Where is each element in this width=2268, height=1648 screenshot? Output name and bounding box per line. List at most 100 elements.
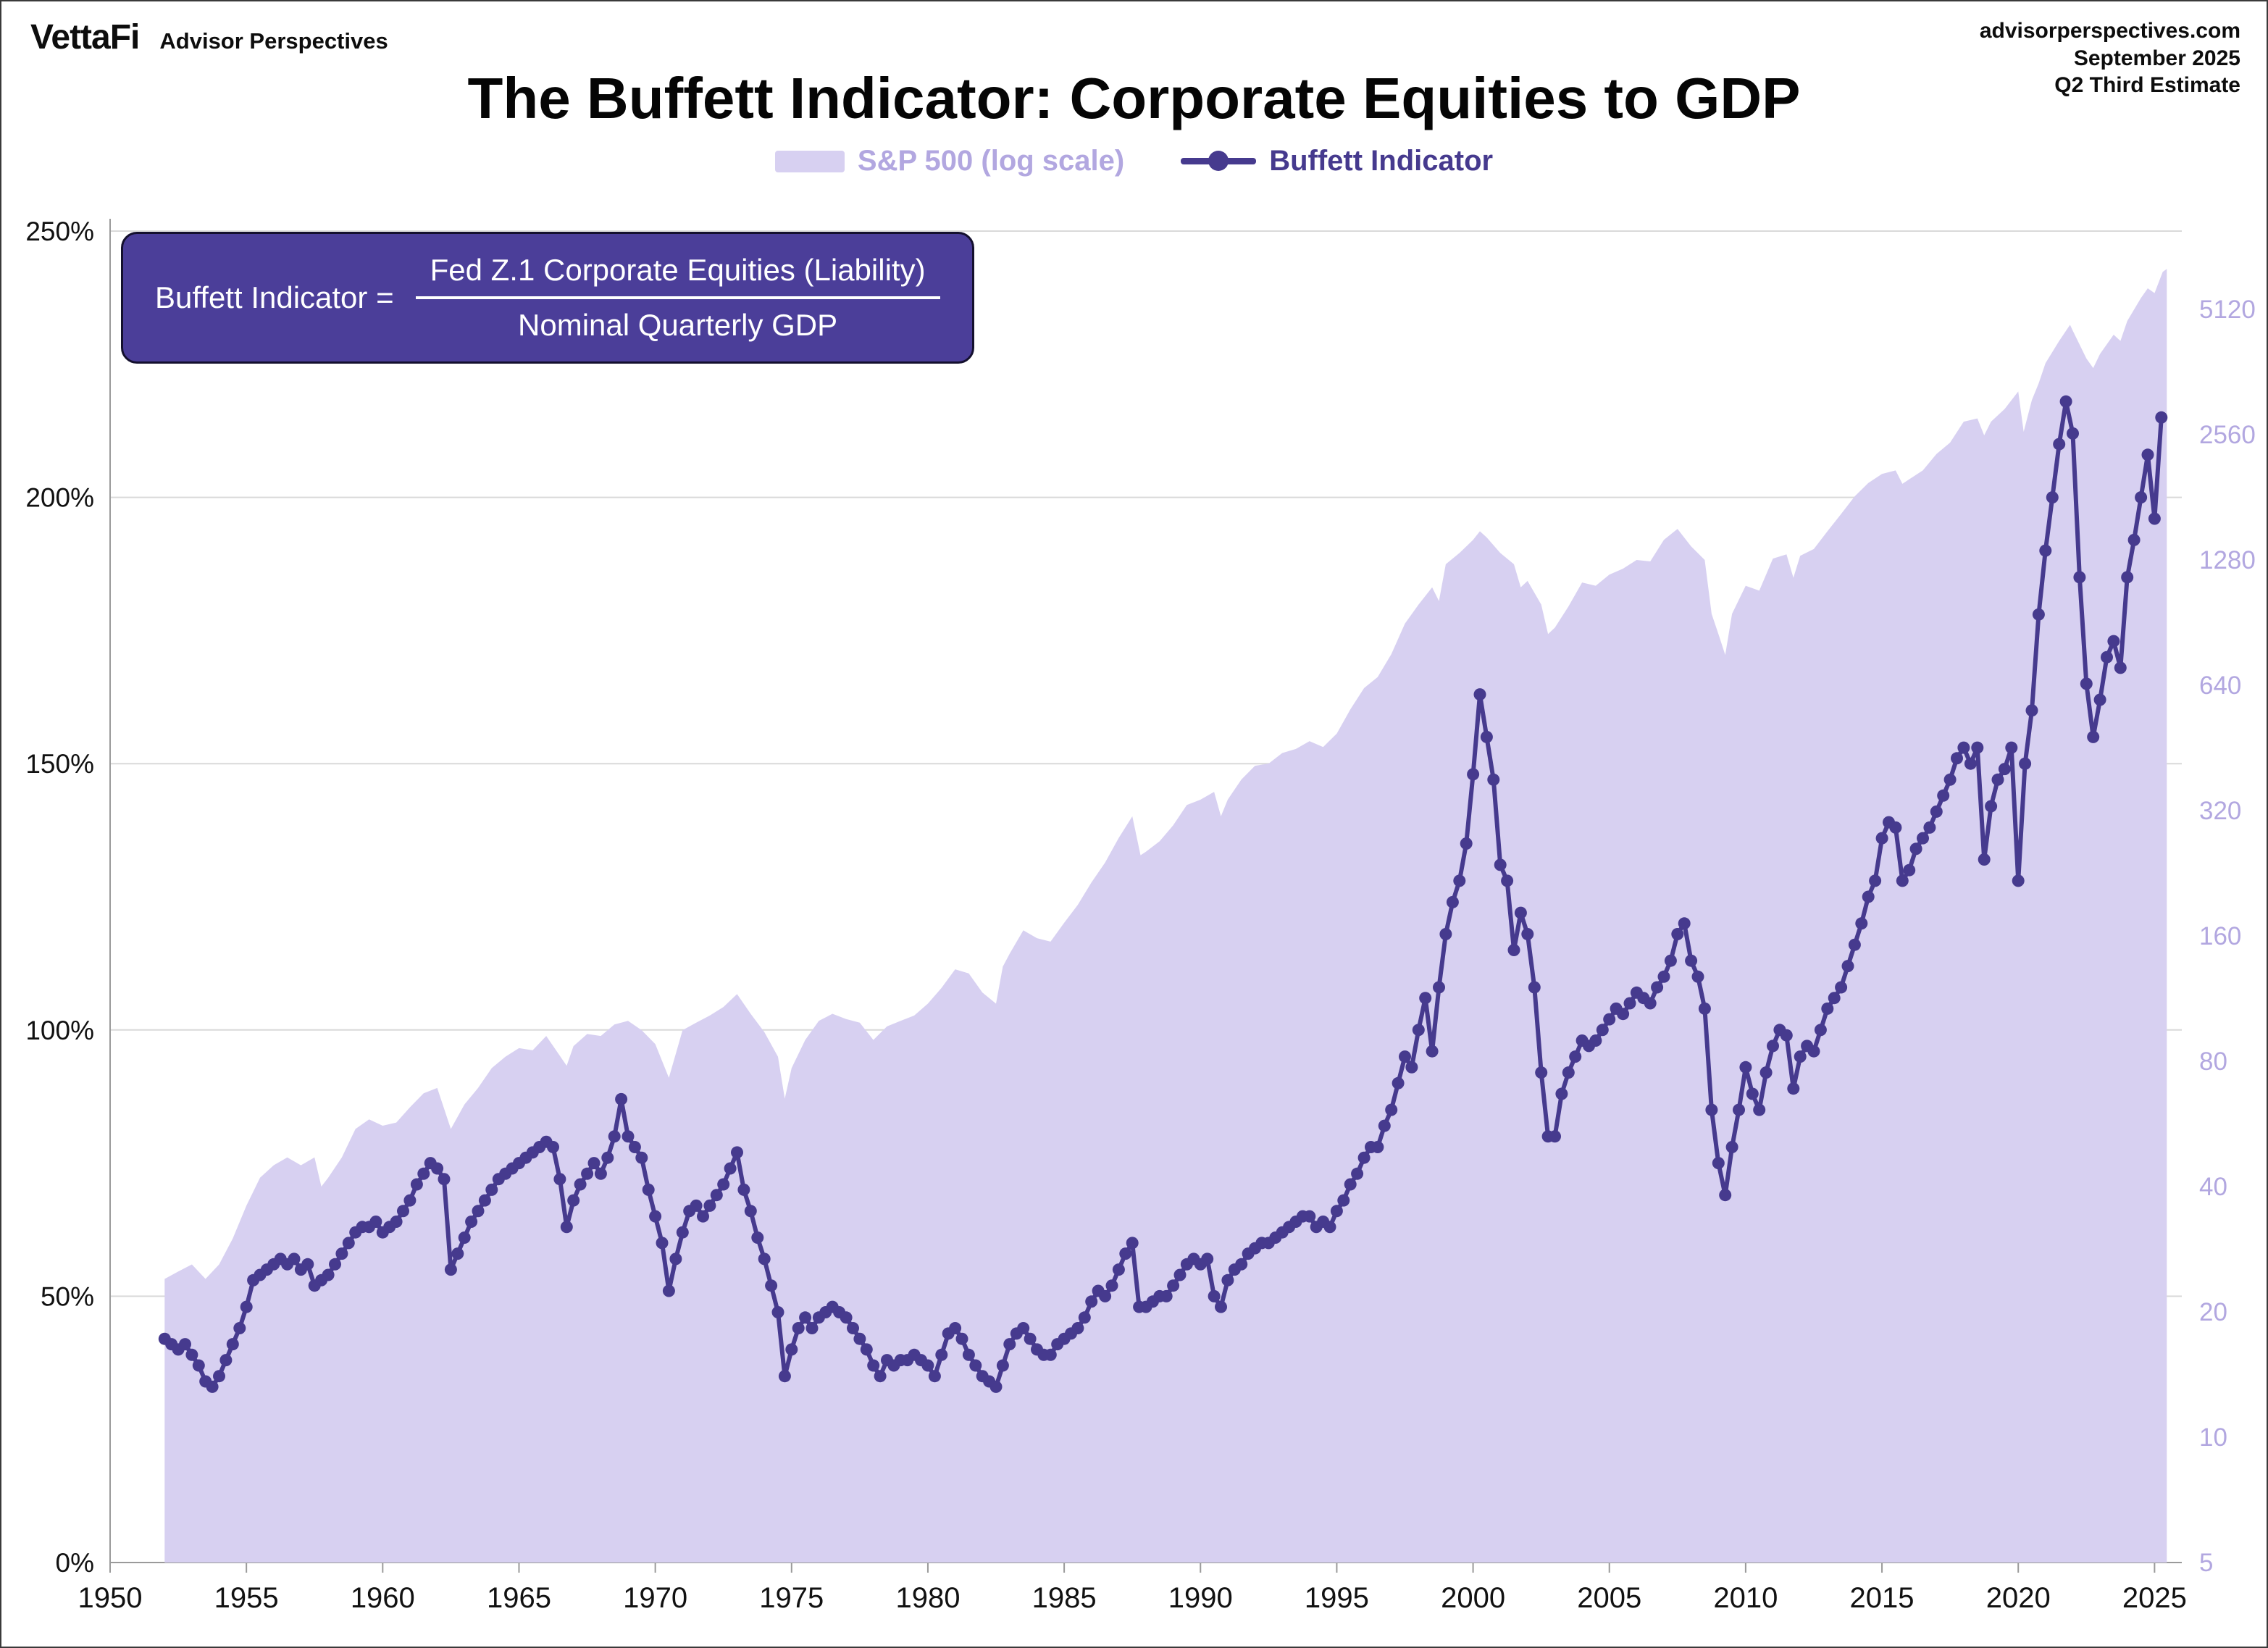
buffett-marker xyxy=(1378,1119,1391,1132)
buffett-marker xyxy=(1535,1066,1548,1079)
buffett-marker xyxy=(451,1247,464,1260)
buffett-marker xyxy=(765,1279,778,1292)
buffett-marker xyxy=(805,1322,819,1334)
buffett-marker xyxy=(1739,1061,1752,1074)
buffett-marker xyxy=(778,1370,791,1383)
buffett-marker xyxy=(226,1338,239,1351)
source-date: September 2025 xyxy=(2073,46,2240,70)
buffett-marker xyxy=(1017,1322,1030,1334)
formula-box: Buffett Indicator = Fed Z.1 Corporate Eq… xyxy=(121,232,974,364)
buffett-marker xyxy=(1385,1103,1398,1116)
buffett-marker xyxy=(1807,1045,1820,1058)
x-axis-label: 2000 xyxy=(1441,1582,1505,1614)
buffett-marker xyxy=(1596,1024,1609,1037)
buffett-marker xyxy=(1419,992,1432,1005)
buffett-marker xyxy=(1323,1221,1336,1234)
buffett-marker xyxy=(628,1141,641,1153)
buffett-marker xyxy=(758,1252,771,1266)
buffett-marker xyxy=(744,1205,757,1218)
buffett-marker xyxy=(1991,773,2004,786)
buffett-marker xyxy=(1494,858,1507,871)
buffett-marker xyxy=(2087,730,2100,743)
buffett-marker xyxy=(547,1141,559,1153)
buffett-marker xyxy=(192,1359,205,1372)
x-axis-label: 1980 xyxy=(895,1582,960,1614)
x-axis-label: 1990 xyxy=(1168,1582,1233,1614)
buffett-marker xyxy=(1453,874,1466,887)
buffett-marker xyxy=(969,1359,982,1372)
formula-denominator: Nominal Quarterly GDP xyxy=(518,308,838,342)
right-axis-tick: 80 xyxy=(2199,1047,2227,1076)
buffett-marker xyxy=(1733,1103,1745,1116)
buffett-marker xyxy=(1603,1013,1616,1026)
buffett-marker xyxy=(213,1370,225,1383)
buffett-marker xyxy=(724,1162,737,1175)
buffett-marker xyxy=(622,1130,635,1143)
buffett-marker xyxy=(2053,438,2066,451)
buffett-marker xyxy=(342,1237,355,1250)
buffett-marker xyxy=(1698,1002,1711,1015)
buffett-marker xyxy=(1998,763,2011,776)
buffett-marker xyxy=(662,1284,675,1297)
buffett-marker xyxy=(2067,427,2079,440)
buffett-marker xyxy=(2080,677,2093,690)
buffett-marker xyxy=(465,1216,478,1228)
left-axis-tick: 250% xyxy=(25,217,94,246)
buffett-marker xyxy=(1303,1210,1316,1223)
buffett-marker xyxy=(710,1189,723,1202)
buffett-marker xyxy=(1725,1141,1738,1153)
buffett-marker xyxy=(1351,1167,1364,1180)
buffett-marker xyxy=(847,1322,859,1334)
buffett-marker xyxy=(1794,1050,1807,1063)
buffett-marker xyxy=(1480,730,1493,743)
buffett-marker xyxy=(301,1258,314,1271)
buffett-marker xyxy=(608,1130,621,1143)
buffett-marker xyxy=(751,1231,764,1244)
buffett-marker xyxy=(1528,981,1541,994)
buffett-marker xyxy=(478,1194,491,1207)
buffett-marker xyxy=(1896,874,1909,887)
source-estimate: Q2 Third Estimate xyxy=(2054,73,2240,97)
buffett-marker xyxy=(785,1343,798,1356)
x-axis-label: 1950 xyxy=(78,1582,143,1614)
buffett-marker xyxy=(1371,1141,1384,1153)
buffett-marker xyxy=(1473,688,1486,701)
buffett-marker xyxy=(1215,1300,1227,1313)
buffett-marker xyxy=(731,1146,743,1159)
buffett-marker xyxy=(1024,1332,1037,1345)
buffett-marker xyxy=(553,1173,566,1186)
buffett-marker xyxy=(737,1183,750,1196)
buffett-marker xyxy=(1671,928,1684,940)
buffett-marker xyxy=(2093,693,2106,706)
formula-numerator: Fed Z.1 Corporate Equities (Liability) xyxy=(415,253,940,299)
right-axis-tick: 320 xyxy=(2199,797,2241,825)
buffett-marker xyxy=(1746,1087,1759,1100)
buffett-marker xyxy=(1937,789,1950,802)
buffett-legend-marker-icon xyxy=(1208,151,1229,171)
buffett-marker xyxy=(1780,1029,1793,1042)
buffett-marker xyxy=(1759,1066,1773,1079)
buffett-marker xyxy=(1562,1066,1575,1079)
buffett-marker xyxy=(2141,448,2154,461)
buffett-line-series xyxy=(158,395,2168,1393)
buffett-marker xyxy=(1501,874,1514,887)
buffett-marker xyxy=(329,1258,341,1271)
buffett-marker xyxy=(219,1354,233,1367)
buffett-marker xyxy=(1487,773,1500,786)
buffett-marker xyxy=(1405,1061,1418,1074)
buffett-marker xyxy=(1330,1205,1343,1218)
right-axis-tick: 20 xyxy=(2199,1298,2227,1326)
x-axis-label: 1960 xyxy=(351,1582,415,1614)
buffett-marker xyxy=(1467,768,1480,781)
buffett-marker xyxy=(179,1338,191,1351)
formula-lhs: Buffett Indicator = xyxy=(155,280,394,314)
buffett-marker xyxy=(1957,741,1970,754)
right-axis-tick: 5 xyxy=(2199,1549,2213,1577)
buffett-marker xyxy=(1917,832,1929,845)
right-axis-tick: 640 xyxy=(2199,672,2241,700)
x-axis-label: 1970 xyxy=(623,1582,687,1614)
buffett-marker xyxy=(1521,928,1534,940)
left-axis-tick: 50% xyxy=(41,1281,94,1311)
buffett-marker xyxy=(574,1178,587,1191)
buffett-marker xyxy=(1712,1157,1725,1170)
